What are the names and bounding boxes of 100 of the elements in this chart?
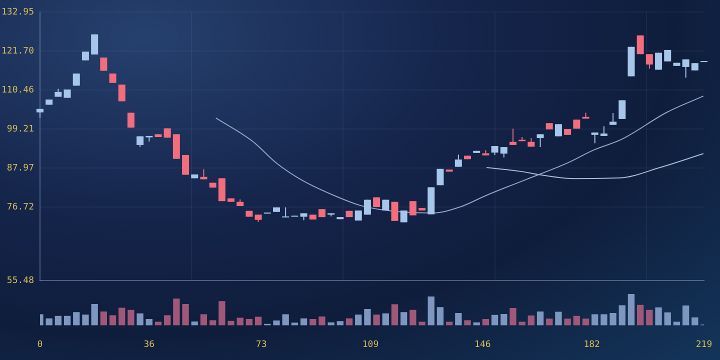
candlestick: [646, 54, 653, 70]
bar: [646, 310, 653, 326]
candlestick: [409, 200, 416, 216]
line-series: [215, 96, 704, 214]
candlestick: [182, 154, 190, 176]
x-tick-label: 0: [37, 340, 43, 350]
bar: [282, 314, 289, 326]
bar: [336, 321, 344, 326]
bar: [128, 310, 134, 326]
bar: [482, 318, 490, 326]
bar: [310, 318, 316, 326]
bar: [655, 307, 662, 326]
bar: [118, 308, 126, 326]
bar: [428, 296, 434, 326]
candlestick: [618, 100, 626, 120]
candlestick: [491, 146, 498, 156]
candlestick: [509, 128, 516, 146]
bar: [273, 320, 280, 326]
bar: [173, 298, 180, 326]
candlestick: [500, 146, 508, 158]
bar: [109, 315, 116, 326]
bar: [382, 313, 389, 326]
candlestick: [100, 57, 108, 72]
bar: [291, 322, 298, 326]
bar: [600, 314, 608, 326]
bar: [628, 294, 635, 326]
bar: [682, 306, 690, 326]
candlestick: [364, 199, 371, 216]
bar: [582, 318, 590, 326]
bar: [410, 310, 416, 326]
candlestick: [72, 73, 80, 86]
bar: [318, 316, 326, 326]
bar: [355, 314, 362, 326]
candlestick: [109, 73, 116, 84]
bar: [136, 313, 144, 326]
candlestick: [554, 124, 562, 137]
bar: [610, 313, 616, 326]
bar: [436, 307, 444, 326]
y-tick-label: 55.48: [6, 276, 34, 286]
bar: [592, 314, 598, 326]
candlestick: [610, 112, 617, 126]
bar: [692, 317, 698, 326]
y-tick-label: 76.72: [6, 202, 34, 212]
candlestick: [655, 52, 662, 70]
bar: [191, 321, 198, 326]
candlestick: [91, 34, 98, 55]
x-tick-label: 36: [144, 340, 155, 350]
bar: [346, 318, 353, 326]
bar: [510, 308, 516, 326]
candlestick: [682, 58, 690, 78]
bar: [228, 320, 234, 326]
bar: [464, 320, 471, 326]
bar: [491, 314, 498, 326]
bar: [246, 318, 253, 326]
bar: [364, 308, 371, 326]
bar: [546, 318, 553, 326]
candlestick: [454, 154, 462, 168]
y-tick-label: 87.97: [6, 163, 34, 174]
bar: [218, 301, 226, 326]
bar: [209, 320, 216, 326]
bar: [182, 304, 189, 326]
candlestick: [382, 199, 390, 211]
bar: [46, 318, 52, 326]
bar: [536, 311, 544, 326]
bar: [400, 312, 408, 326]
bar: [146, 318, 152, 326]
bar: [455, 313, 462, 326]
bar: [637, 304, 644, 326]
x-tick-label: 146: [474, 340, 491, 350]
bar: [373, 314, 380, 326]
bar: [82, 314, 89, 326]
bar: [100, 311, 107, 326]
bar: [91, 304, 98, 326]
y-tick-label: 132.95: [1, 7, 34, 18]
bar: [500, 314, 508, 326]
bar: [664, 312, 671, 326]
bar: [64, 316, 71, 326]
candlestick: [200, 168, 208, 180]
candlestick: [536, 134, 544, 148]
bar: [164, 315, 171, 326]
x-tick-label: 109: [362, 340, 379, 350]
bar: [418, 322, 426, 326]
candlestick: [282, 206, 290, 218]
x-tick-label: 182: [584, 340, 600, 350]
candlestick: [118, 84, 126, 102]
bar: [73, 312, 80, 326]
bar: [254, 316, 262, 326]
bar: [300, 318, 308, 326]
bar: [54, 316, 62, 326]
line-series: [486, 153, 704, 180]
bar: [555, 312, 562, 326]
y-tick-label: 121.70: [1, 46, 34, 56]
candlestick: [600, 126, 608, 136]
candlestick: [391, 201, 398, 222]
y-tick-label: 99.21: [6, 124, 34, 134]
x-tick-label: 219: [696, 340, 712, 350]
bar: [618, 305, 626, 326]
bar: [573, 316, 580, 326]
bar: [236, 318, 244, 326]
bar: [564, 318, 571, 326]
